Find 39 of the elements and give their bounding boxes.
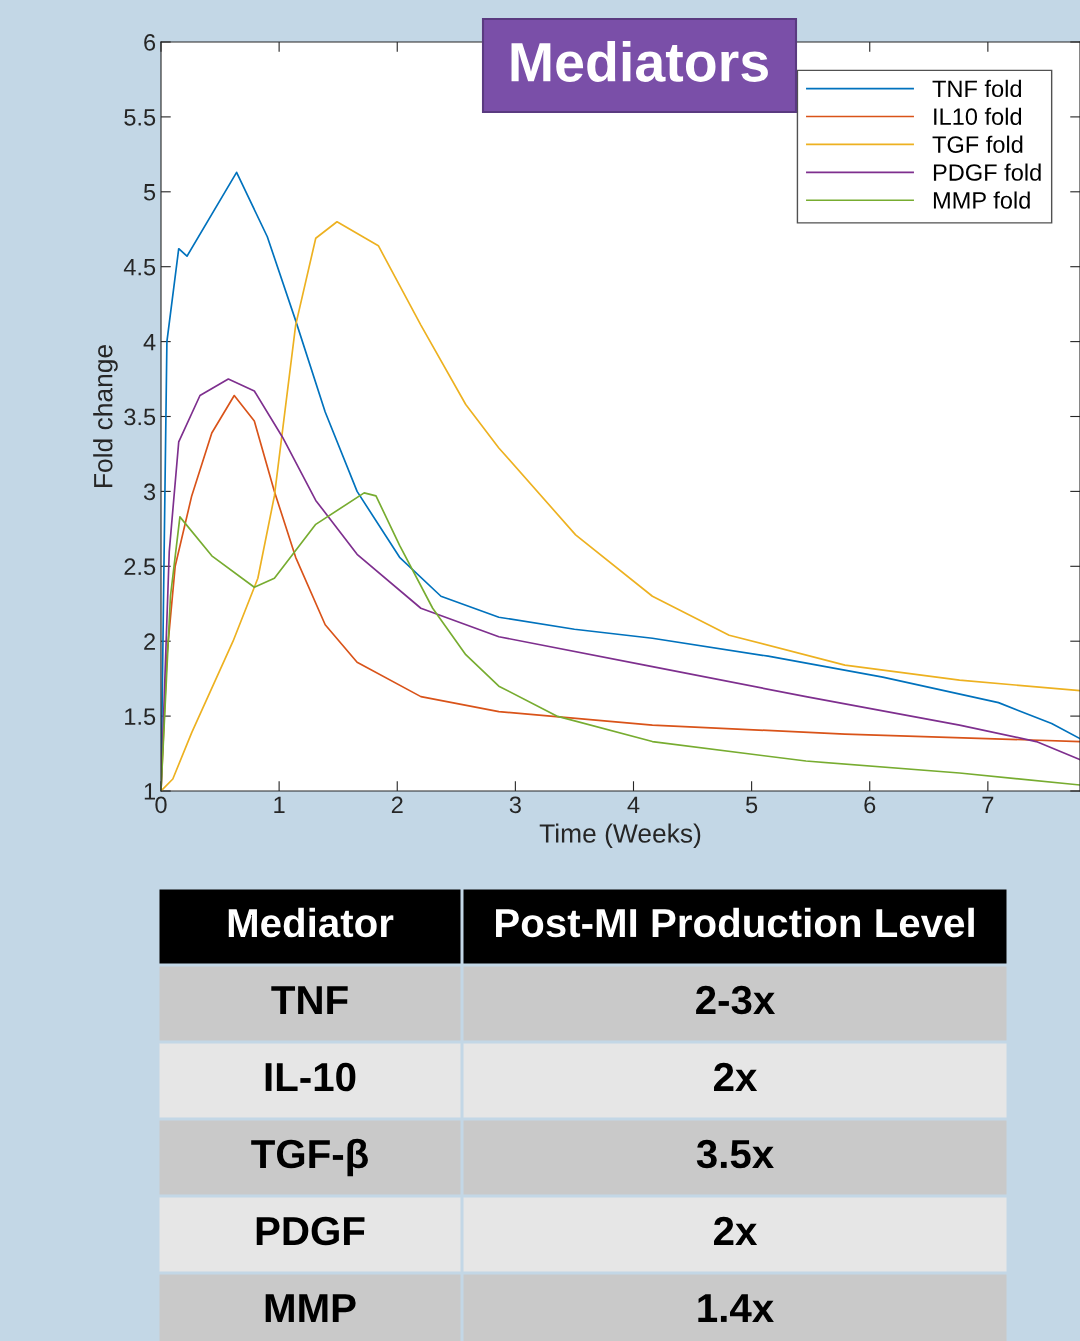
legend-label: IL10 fold	[934, 107, 1022, 126]
x-tick-label: 4	[627, 796, 640, 813]
x-tick-label: 1	[274, 796, 285, 813]
x-tick-label: 7	[982, 796, 994, 813]
text: IL-10	[265, 1062, 356, 1092]
x-tick-label: 6	[864, 796, 876, 814]
text: PDGF	[256, 1216, 365, 1246]
x-tick-label: 2	[391, 796, 403, 813]
y-tick-label: 1.5	[125, 708, 156, 725]
text: TGF-β	[251, 1138, 368, 1177]
y-tick-label: 3	[143, 483, 156, 501]
y-tick-label: 5.5	[124, 109, 156, 126]
text: 3.5x	[696, 1139, 774, 1169]
legend-label: PDGF fold	[933, 163, 1041, 181]
text: 2-3x	[696, 985, 776, 1015]
text: TNF	[271, 986, 348, 1014]
y-tick-label: 2	[144, 633, 155, 650]
text: Post-MI Production Level	[496, 907, 974, 938]
y-tick-label: 5	[143, 184, 156, 201]
y-tick-label: 1	[144, 783, 155, 800]
x-tick-label: 3	[509, 796, 521, 814]
text: 2x	[714, 1062, 758, 1091]
y-tick-label: 6	[144, 34, 156, 51]
y-axis-title: Fold change	[93, 345, 118, 487]
y-tick-label: 3.5	[124, 408, 156, 426]
legend-label: TGF fold	[932, 135, 1023, 153]
y-tick-label: 4	[143, 333, 156, 351]
chart-title: Mediators	[511, 41, 768, 82]
y-tick-label: 4.5	[123, 259, 156, 276]
y-tick-label: 2.5	[124, 558, 156, 576]
x-axis-title: Time (Weeks)	[539, 823, 701, 849]
text: 2x	[714, 1216, 758, 1245]
legend-label: MMP fold	[933, 191, 1030, 209]
legend-label: TNF fold	[932, 79, 1022, 98]
text: 1.4x	[698, 1294, 774, 1322]
x-tick-label: 5	[746, 796, 758, 814]
text: Mediator	[228, 907, 394, 938]
text: MMP	[265, 1294, 356, 1322]
x-tick-label: 0	[155, 796, 167, 814]
